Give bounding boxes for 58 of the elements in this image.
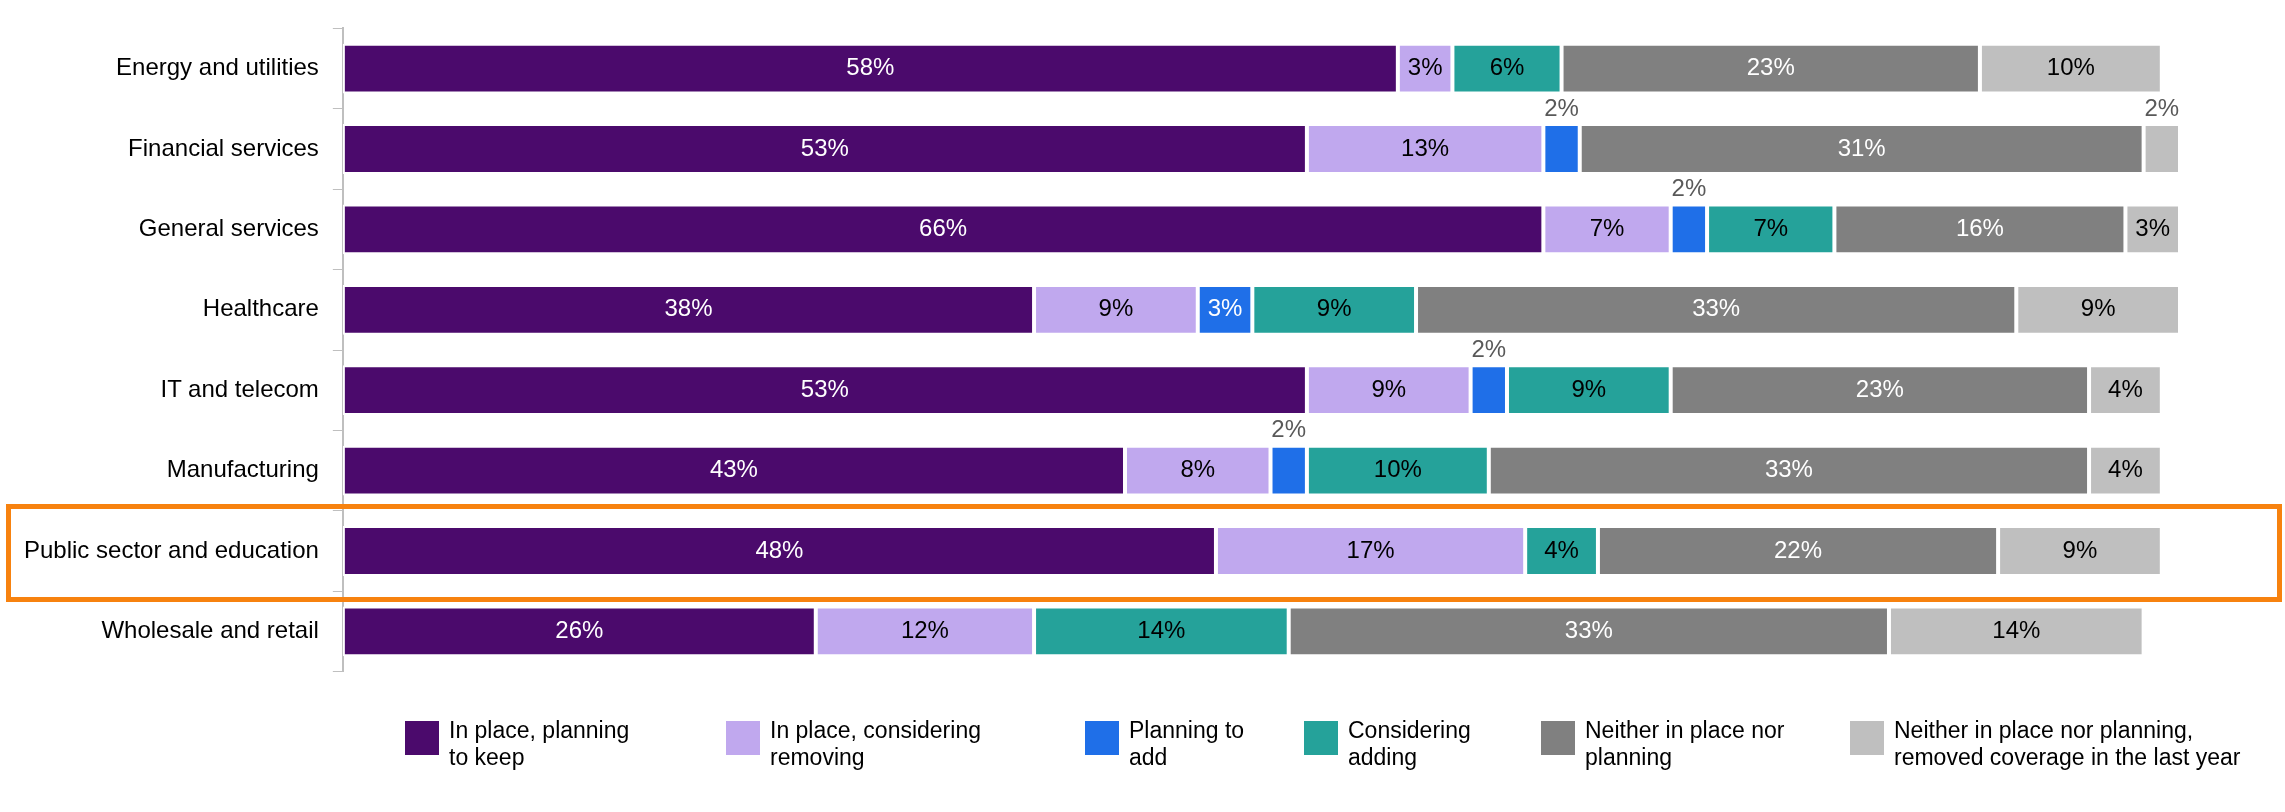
data-label: 6% [1489,53,1525,81]
data-label: 12% [900,616,949,644]
legend-label: Neither in place nor planning, removed coverage in the last year [1894,717,2242,771]
data-label: 31% [1837,133,1886,161]
data-label: 7% [1589,214,1625,242]
data-label: 14% [1137,616,1186,644]
data-label: 38% [664,294,713,322]
data-label: 3% [1207,294,1243,322]
legend-label: In place, planning to keep [449,717,631,771]
legend-label: Neither in place nor planning [1585,717,1785,771]
data-label: 33% [1764,455,1813,483]
data-label: 2% [1271,415,1307,443]
data-label: 9% [1098,294,1134,322]
data-label: 2% [1544,93,1579,121]
legend-label: Planning to add [1129,717,1246,771]
data-label: 4% [2108,374,2143,402]
y-tick-label: Financial services [128,133,319,161]
data-label: 3% [1407,53,1443,81]
data-label: 26% [555,616,604,644]
data-label: 9% [1571,374,1607,402]
y-tick-label: Public sector and education [24,535,319,563]
data-label: 3% [2135,214,2171,242]
data-label: 2% [1671,174,1707,202]
y-tick-label: Manufacturing [166,455,319,483]
data-label: 33% [1692,294,1741,322]
data-label: 13% [1401,133,1450,161]
y-tick-label: IT and telecom [160,374,319,402]
data-label: 23% [1746,53,1795,81]
data-label: 10% [2046,53,2095,81]
data-label: 22% [1774,535,1823,563]
y-tick-label: Wholesale and retail [101,616,319,644]
data-label: 58% [846,53,895,81]
data-label: 9% [2062,535,2098,563]
data-label: 33% [1564,616,1613,644]
data-label: 66% [919,214,968,242]
y-tick-label: Healthcare [202,294,319,322]
data-label: 48% [755,535,804,563]
data-label: 10% [1373,455,1422,483]
data-label: 53% [800,133,849,161]
data-label: 2% [2144,93,2180,121]
data-label: 4% [2108,455,2143,483]
legend-label: In place, considering removing [770,717,982,771]
data-label: 8% [1180,455,1216,483]
data-label: 17% [1346,535,1395,563]
data-label: 9% [1316,294,1352,322]
data-label: 7% [1753,214,1789,242]
data-label: 43% [709,455,758,483]
data-label: 16% [1955,214,2004,242]
legend-label: Considering adding [1348,717,1472,771]
data-label: 9% [2080,294,2116,322]
data-label: 14% [1992,616,2041,644]
data-label: 23% [1855,374,1904,402]
data-label: 2% [1471,334,1507,362]
y-tick-label: General services [138,214,319,242]
y-tick-label: Energy and utilities [116,53,319,81]
data-label: 53% [800,374,849,402]
data-label: 9% [1371,374,1407,402]
data-label: 4% [1544,535,1579,563]
